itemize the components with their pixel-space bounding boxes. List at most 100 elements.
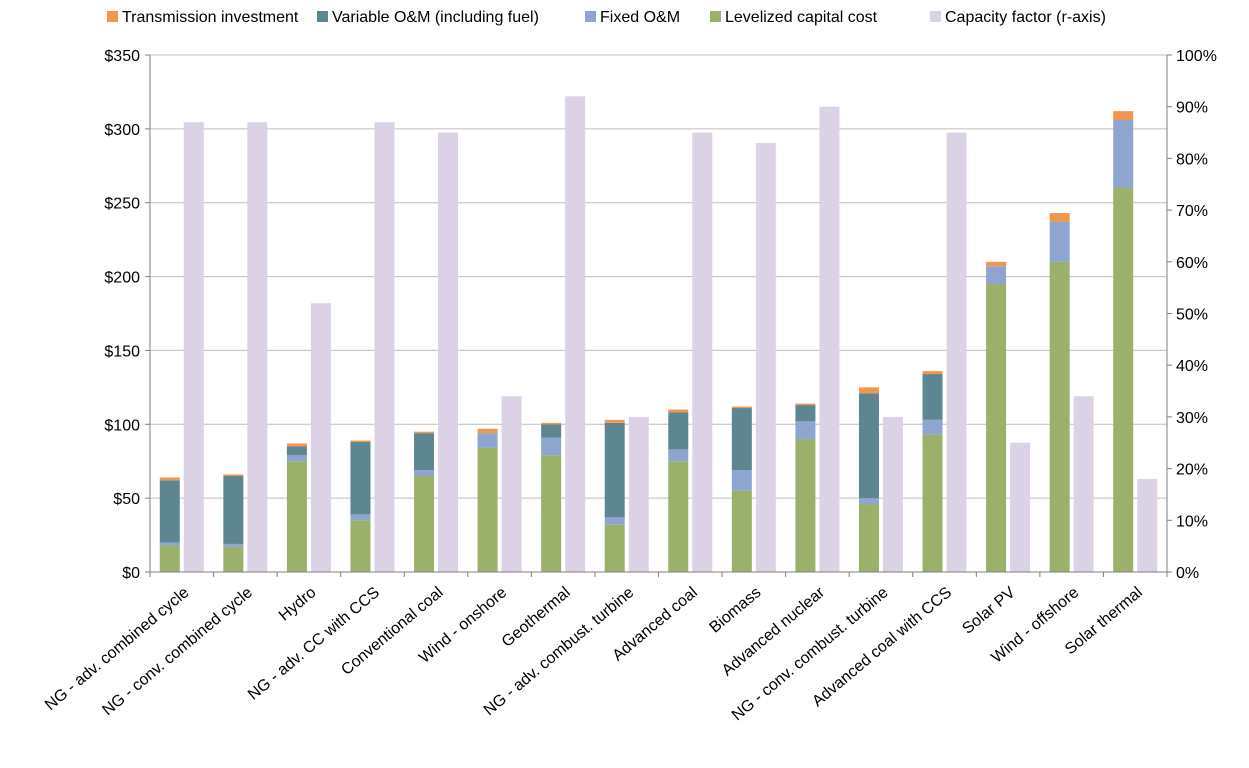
variable-o-m-including-fuel-segment-ng-conv-combust-turbine [858, 393, 879, 499]
levelized-capital-cost-segment-advanced-nuclear [795, 439, 816, 572]
legend-item-capacity-factor-r-axis: Capacity factor (r-axis) [930, 9, 1106, 26]
variable-o-m-including-fuel-segment-advanced-coal [668, 412, 689, 450]
variable-o-m-including-fuel-segment-ng-adv-combined-cycle [159, 480, 180, 543]
cost-stacked-bars [159, 111, 1134, 572]
capacity-factor-bar-ng-conv-combust-turbine [882, 416, 903, 572]
capacity-factor-bar-advanced-coal [692, 132, 713, 573]
left-tick-label: $350 [104, 48, 140, 65]
left-tick-label: $300 [104, 122, 140, 139]
variable-o-m-including-fuel-segment-advanced-coal-with-ccs [922, 374, 943, 420]
gridlines [150, 54, 1167, 499]
right-tick-label: 100% [1176, 48, 1217, 65]
right-tick-label: 20% [1176, 462, 1208, 479]
left-tick-label: $200 [104, 270, 140, 287]
transmission-investment-segment-advanced-coal-with-ccs [922, 371, 943, 375]
capacity-factor-bar-biomass [755, 142, 776, 572]
capacity-factor-bar-ng-adv-combined-cycle [183, 122, 204, 573]
legend-item-fixed-o-m: Fixed O&M [585, 9, 680, 26]
right-tick-label: 70% [1176, 203, 1208, 220]
capacity-factor-bar-hydro [310, 303, 331, 572]
levelized-capital-cost-segment-geothermal [541, 455, 562, 572]
variable-o-m-including-fuel-segment-ng-adv-combust-turbine [604, 422, 625, 518]
fixed-o-m-segment-ng-adv-cc-with-ccs [350, 514, 371, 521]
capacity-factor-bar-wind-onshore [501, 396, 522, 572]
variable-o-m-including-fuel-segment-biomass [731, 408, 752, 471]
legend-item-levelized-capital-cost: Levelized capital cost [710, 9, 878, 26]
capacity-factor-bars [183, 96, 1158, 573]
category-label-biomass: Biomass [706, 584, 764, 636]
legend-swatch [710, 11, 721, 22]
levelized-capital-cost-segment-hydro [286, 461, 307, 572]
variable-o-m-including-fuel-segment-geothermal [541, 424, 562, 438]
legend-label: Levelized capital cost [725, 9, 878, 26]
legend: Transmission investment Variable O&M (inc… [107, 9, 1106, 26]
left-tick-label: $0 [122, 565, 140, 582]
fixed-o-m-segment-solar-thermal [1113, 119, 1134, 188]
legend-swatch [317, 11, 328, 22]
levelized-capital-cost-segment-ng-conv-combined-cycle [223, 546, 244, 572]
variable-o-m-including-fuel-segment-conventional-coal [414, 433, 435, 471]
levelized-capital-cost-segment-advanced-coal [668, 461, 689, 572]
legend-label: Capacity factor (r-axis) [945, 9, 1106, 26]
fixed-o-m-segment-geothermal [541, 437, 562, 456]
left-axis-ticks: $0 $50 $100 $150 $200 $250 $300 $350 [104, 48, 140, 582]
fixed-o-m-segment-ng-adv-combust-turbine [604, 517, 625, 525]
levelized-capital-cost-segment-ng-adv-cc-with-ccs [350, 520, 371, 572]
transmission-investment-segment-biomass [731, 406, 752, 409]
legend-swatch [930, 11, 941, 22]
variable-o-m-including-fuel-segment-hydro [286, 446, 307, 456]
capacity-factor-bar-advanced-nuclear [819, 106, 840, 572]
transmission-investment-segment-ng-conv-combust-turbine [858, 387, 879, 394]
transmission-investment-segment-ng-adv-cc-with-ccs [350, 440, 371, 443]
right-tick-label: 10% [1176, 513, 1208, 530]
legend-label: Transmission investment [122, 9, 299, 26]
levelized-capital-cost-segment-ng-conv-combust-turbine [858, 504, 879, 572]
transmission-investment-segment-ng-adv-combust-turbine [604, 419, 625, 423]
left-tick-label: $50 [113, 491, 140, 508]
right-tick-label: 30% [1176, 410, 1208, 427]
transmission-investment-segment-ng-adv-combined-cycle [159, 477, 180, 481]
legend-swatch [107, 11, 118, 22]
fixed-o-m-segment-advanced-coal-with-ccs [922, 419, 943, 435]
fixed-o-m-segment-solar-pv [986, 266, 1007, 284]
left-tick-label: $250 [104, 196, 140, 213]
category-label-solar-pv: Solar PV [959, 584, 1019, 638]
fixed-o-m-segment-advanced-nuclear [795, 421, 816, 440]
levelized-capital-cost-segment-advanced-coal-with-ccs [922, 434, 943, 572]
transmission-investment-segment-ng-conv-combined-cycle [223, 474, 244, 476]
transmission-investment-segment-wind-offshore [1049, 213, 1070, 222]
transmission-investment-segment-conventional-coal [414, 431, 435, 434]
fixed-o-m-segment-wind-offshore [1049, 221, 1070, 262]
fixed-o-m-segment-conventional-coal [414, 470, 435, 476]
legend-label: Variable O&M (including fuel) [332, 9, 539, 26]
capacity-factor-bar-solar-pv [1010, 442, 1031, 572]
variable-o-m-including-fuel-segment-ng-adv-cc-with-ccs [350, 442, 371, 515]
levelized-capital-cost-segment-solar-thermal [1113, 187, 1134, 572]
capacity-factor-bar-solar-thermal [1137, 478, 1158, 572]
transmission-investment-segment-solar-thermal [1113, 111, 1134, 120]
levelized-capital-cost-segment-ng-adv-combined-cycle [159, 545, 180, 572]
category-label-ng-adv-cc-with-ccs: NG - adv. CC with CCS [245, 584, 383, 704]
capacity-factor-bar-ng-adv-cc-with-ccs [374, 122, 395, 573]
fixed-o-m-segment-hydro [286, 455, 307, 462]
right-tick-label: 50% [1176, 307, 1208, 324]
transmission-investment-segment-advanced-nuclear [795, 403, 816, 406]
fixed-o-m-segment-wind-onshore [477, 433, 498, 448]
variable-o-m-including-fuel-segment-ng-conv-combined-cycle [223, 475, 244, 544]
transmission-investment-segment-geothermal [541, 422, 562, 425]
variable-o-m-including-fuel-segment-advanced-nuclear [795, 405, 816, 422]
right-tick-label: 0% [1176, 565, 1199, 582]
levelized-capital-cost-segment-solar-pv [986, 283, 1007, 572]
category-label-hydro: Hydro [276, 584, 320, 625]
legend-swatch [585, 11, 596, 22]
capacity-factor-bar-ng-adv-combust-turbine [628, 416, 649, 572]
legend-label: Fixed O&M [600, 9, 680, 26]
levelized-capital-cost-segment-wind-onshore [477, 447, 498, 572]
left-tick-label: $100 [104, 417, 140, 434]
transmission-investment-segment-advanced-coal [668, 409, 689, 413]
transmission-investment-segment-wind-onshore [477, 428, 498, 434]
fixed-o-m-segment-ng-conv-combust-turbine [858, 498, 879, 505]
right-axis-ticks: 0% 10% 20% 30% 40% 50% 60% 70% 80% 90% 100% [1176, 48, 1217, 582]
